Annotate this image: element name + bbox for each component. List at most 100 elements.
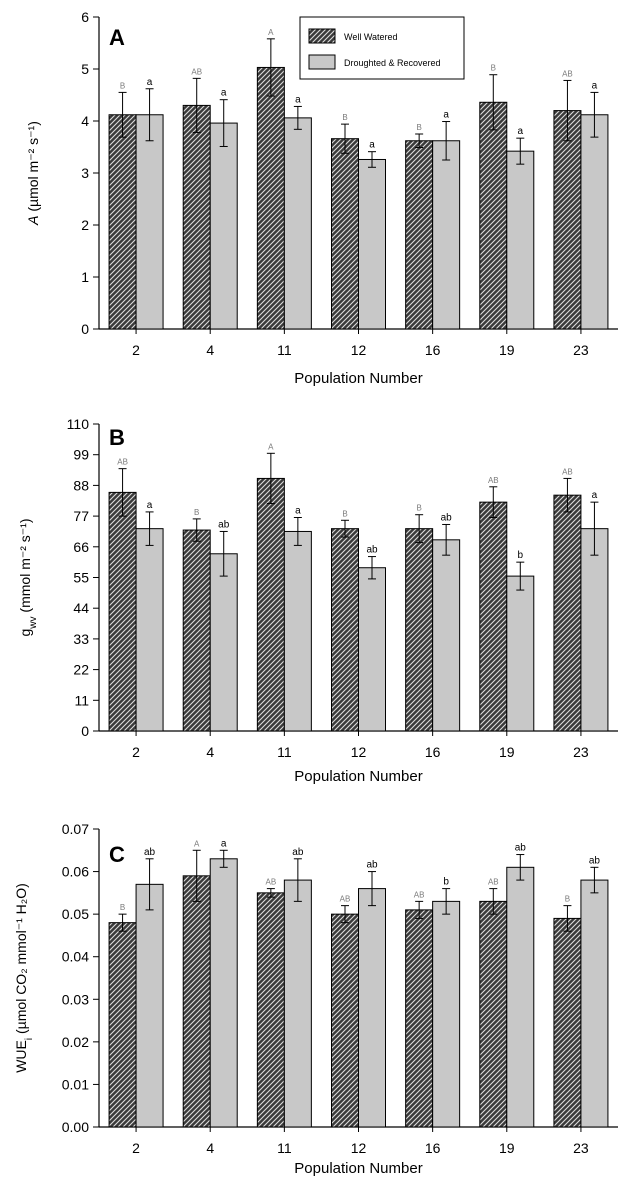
x-tick-label: 23 bbox=[573, 1140, 589, 1156]
panel-letter: B bbox=[109, 425, 125, 450]
bar-well-watered bbox=[256, 892, 285, 1128]
significance-letter: a bbox=[443, 110, 449, 121]
x-tick-label: 16 bbox=[425, 1140, 441, 1156]
x-tick-label: 2 bbox=[132, 744, 140, 760]
significance-letter: a bbox=[295, 505, 301, 516]
y-tick-label: 22 bbox=[73, 662, 89, 678]
x-tick-label: 23 bbox=[573, 744, 589, 760]
x-tick-label: 23 bbox=[573, 342, 589, 358]
bar-well-watered bbox=[405, 140, 434, 330]
significance-letter: AB bbox=[414, 890, 425, 899]
significance-letter: a bbox=[369, 140, 375, 151]
significance-letter: a bbox=[147, 77, 153, 88]
significance-letter: a bbox=[295, 94, 301, 105]
x-tick-label: 12 bbox=[351, 342, 367, 358]
bar-droughted-recovered bbox=[135, 114, 164, 330]
x-tick-label: 2 bbox=[132, 1140, 140, 1156]
legend-box bbox=[299, 16, 465, 80]
y-tick-label: 4 bbox=[81, 113, 89, 129]
bar-well-watered bbox=[405, 528, 434, 732]
y-tick-label: 3 bbox=[81, 165, 89, 181]
significance-letter: B bbox=[194, 508, 199, 517]
bar-well-watered bbox=[331, 913, 359, 1128]
y-tick-label: 6 bbox=[81, 9, 89, 25]
y-tick-label: 2 bbox=[81, 217, 89, 233]
panel-letter: C bbox=[109, 842, 125, 867]
bar-well-watered bbox=[479, 101, 508, 330]
y-tick-label: 66 bbox=[73, 539, 89, 555]
significance-letter: AB bbox=[191, 67, 202, 76]
bar-well-watered bbox=[405, 909, 434, 1128]
y-tick-label: 0.04 bbox=[62, 949, 89, 965]
x-tick-label: 11 bbox=[277, 744, 292, 760]
y-tick-label: 0 bbox=[81, 321, 89, 337]
bar-droughted-recovered bbox=[209, 858, 238, 1128]
bar-droughted-recovered bbox=[358, 567, 386, 732]
significance-letter: AB bbox=[340, 895, 351, 904]
bar-well-watered bbox=[108, 922, 137, 1128]
bar-droughted-recovered bbox=[358, 158, 386, 330]
bar-droughted-recovered bbox=[209, 553, 238, 732]
x-axis-label: Population Number bbox=[294, 1160, 422, 1177]
bar-well-watered bbox=[182, 875, 211, 1128]
y-axis-label: gwv (mmol m⁻² s⁻¹) bbox=[17, 518, 39, 636]
significance-letter: B bbox=[491, 64, 496, 73]
significance-letter: B bbox=[342, 509, 347, 518]
significance-letter: B bbox=[342, 113, 347, 122]
bar-droughted-recovered bbox=[358, 888, 386, 1128]
significance-letter: B bbox=[565, 895, 570, 904]
significance-letter: AB bbox=[117, 458, 128, 467]
x-tick-label: 16 bbox=[425, 342, 441, 358]
bar-droughted-recovered bbox=[209, 122, 238, 330]
y-tick-label: 5 bbox=[81, 61, 89, 77]
significance-letter: B bbox=[120, 903, 125, 912]
significance-letter: a bbox=[221, 838, 227, 849]
x-tick-label: 11 bbox=[277, 1140, 292, 1156]
y-tick-label: 0 bbox=[81, 723, 89, 739]
legend-label: Well Watered bbox=[344, 32, 398, 42]
x-tick-label: 19 bbox=[499, 1140, 515, 1156]
significance-letter: A bbox=[268, 28, 274, 37]
x-tick-label: 19 bbox=[499, 342, 515, 358]
bar-droughted-recovered bbox=[135, 883, 164, 1128]
legend-label: Droughted & Recovered bbox=[344, 58, 441, 68]
bar-well-watered bbox=[479, 900, 508, 1128]
significance-letter: AB bbox=[488, 878, 499, 887]
bar-droughted-recovered bbox=[506, 866, 535, 1128]
significance-letter: a bbox=[518, 126, 524, 137]
bar-droughted-recovered bbox=[283, 530, 312, 732]
y-tick-label: 0.05 bbox=[62, 906, 89, 922]
y-tick-label: 110 bbox=[67, 416, 90, 432]
y-tick-label: 99 bbox=[73, 447, 89, 463]
bar-well-watered bbox=[108, 491, 137, 732]
bar-well-watered bbox=[108, 114, 137, 330]
significance-letter: B bbox=[416, 123, 421, 132]
significance-letter: a bbox=[221, 88, 227, 99]
bar-droughted-recovered bbox=[580, 879, 609, 1128]
y-tick-label: 1 bbox=[81, 269, 89, 285]
bar-droughted-recovered bbox=[506, 575, 535, 732]
bar-well-watered bbox=[182, 529, 211, 732]
bar-well-watered bbox=[331, 528, 359, 732]
bar-droughted-recovered bbox=[580, 528, 609, 732]
bar-well-watered bbox=[553, 494, 582, 732]
y-tick-label: 44 bbox=[73, 600, 89, 616]
y-tick-label: 55 bbox=[73, 570, 89, 586]
x-tick-label: 11 bbox=[277, 342, 292, 358]
x-axis-label: Population Number bbox=[294, 768, 422, 785]
significance-letter: ab bbox=[366, 860, 378, 871]
y-tick-label: 0.06 bbox=[62, 864, 89, 880]
y-tick-label: 0.07 bbox=[62, 821, 89, 837]
bar-droughted-recovered bbox=[432, 539, 461, 732]
bar-well-watered bbox=[553, 917, 582, 1128]
y-tick-label: 0.03 bbox=[62, 991, 89, 1007]
x-tick-label: 4 bbox=[206, 1140, 214, 1156]
significance-letter: AB bbox=[562, 69, 573, 78]
x-tick-label: 12 bbox=[351, 1140, 367, 1156]
significance-letter: a bbox=[592, 490, 598, 501]
y-tick-label: 0.01 bbox=[62, 1076, 89, 1092]
y-tick-label: 0.02 bbox=[62, 1034, 89, 1050]
bar-well-watered bbox=[553, 110, 582, 330]
